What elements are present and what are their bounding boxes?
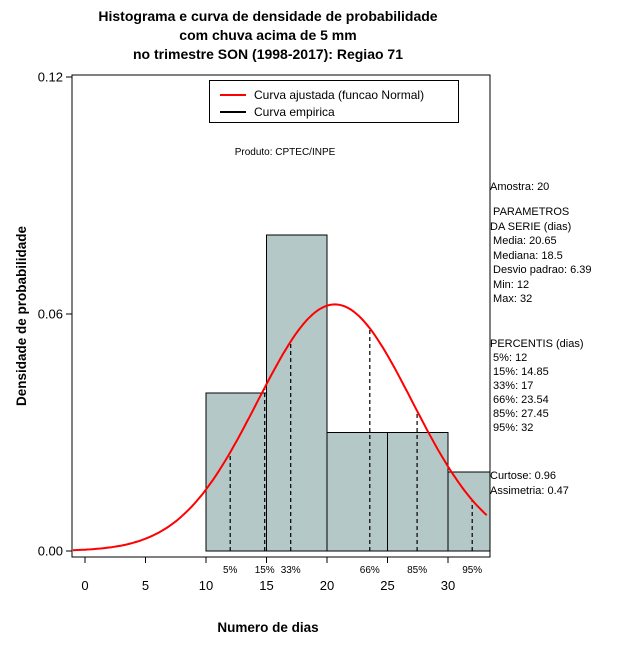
legend-label-fitted-curve: Curva ajustada (funcao Normal) — [254, 87, 425, 102]
stats-line: PARAMETROS — [490, 206, 570, 218]
percentile-tick-label: 66% — [360, 565, 380, 576]
stats-line: Desvio padrao: 6.39 — [490, 264, 592, 276]
stats-line: 15%: 14.85 — [490, 366, 549, 378]
legend-item-fitted-curve: Curva ajustada (funcao Normal) — [220, 86, 458, 103]
stats-line: Curtose: 0.96 — [490, 470, 557, 482]
legend-swatch-fitted-curve — [220, 93, 246, 96]
stats-line: 66%: 23.54 — [490, 394, 549, 406]
chart-title-line2: com chuva acima de 5 mm — [179, 27, 357, 43]
percentile-tick-label: 95% — [462, 565, 482, 576]
histogram-bar-20-25 — [326, 432, 388, 552]
stats-sample-size: Amostra: 20 — [490, 180, 549, 195]
x-tick-label: 25 — [380, 578, 394, 593]
y-axis-label: Densidade de probabilidade — [14, 225, 29, 407]
y-tick-label: 0.12 — [38, 70, 63, 85]
stats-line: Min: 12 — [490, 278, 530, 291]
x-tick-label: 5 — [142, 578, 149, 593]
stats-line: 85%: 27.45 — [490, 408, 549, 420]
plot-frame — [71, 74, 491, 558]
x-axis-label: Numero de dias — [217, 620, 319, 635]
x-tick-label: 0 — [81, 578, 88, 593]
chart-title-line1: Histograma e curva de densidade de proba… — [98, 8, 438, 24]
stats-line: 5%: 12 — [490, 352, 528, 364]
percentile-tick-label: 85% — [407, 565, 427, 576]
chart-title: Histograma e curva de densidade de proba… — [0, 7, 536, 64]
legend-label-empirical-curve: Curva empirica — [254, 104, 335, 119]
y-tick-label: 0.00 — [38, 544, 63, 559]
fitted-normal-curve — [72, 303, 488, 552]
stats-line: DA SERIE (dias) — [490, 220, 572, 233]
percentile-tick-label: 5% — [223, 565, 238, 576]
histogram-bar-25-30 — [387, 432, 449, 552]
stats-line: Media: 20.65 — [490, 235, 557, 247]
stats-line: PERCENTIS (dias) — [490, 338, 584, 350]
histogram-bar-15-20 — [266, 234, 328, 552]
stats-line: 33%: 17 — [490, 380, 534, 392]
y-tick-label: 0.06 — [38, 307, 63, 322]
legend: Curva ajustada (funcao Normal) Curva emp… — [209, 80, 459, 123]
stats-line: Amostra: 20 — [490, 181, 550, 193]
legend-swatch-empirical-curve — [220, 110, 246, 113]
stats-line: Assimetria: 0.47 — [490, 485, 569, 497]
stats-moments-block: Curtose: 0.96 Assimetria: 0.47 — [490, 469, 569, 499]
percentile-tick-label: 33% — [281, 565, 301, 576]
watermark-text: Produto: CPTEC/INPE — [234, 147, 336, 158]
legend-item-empirical-curve: Curva empirica — [220, 103, 458, 120]
x-tick-label: 15 — [259, 578, 273, 593]
stats-percentiles-block: PERCENTIS (dias) 5%: 12 15%: 14.85 33%: … — [490, 337, 584, 435]
histogram-bar-10-15 — [205, 392, 267, 552]
chart-title-line3: no trimestre SON (1998-2017): Regiao 71 — [133, 46, 403, 62]
percentile-tick-label: 15% — [255, 565, 275, 576]
x-tick-label: 30 — [441, 578, 455, 593]
x-tick-label: 10 — [199, 578, 213, 593]
x-tick-label: 20 — [320, 578, 334, 593]
stats-line: 95%: 32 — [490, 422, 534, 434]
stats-line: Max: 32 — [490, 293, 533, 305]
stats-line: Mediana: 18.5 — [490, 249, 563, 262]
stats-parameters-block: PARAMETROS DA SERIE (dias) Media: 20.65 … — [490, 205, 592, 307]
